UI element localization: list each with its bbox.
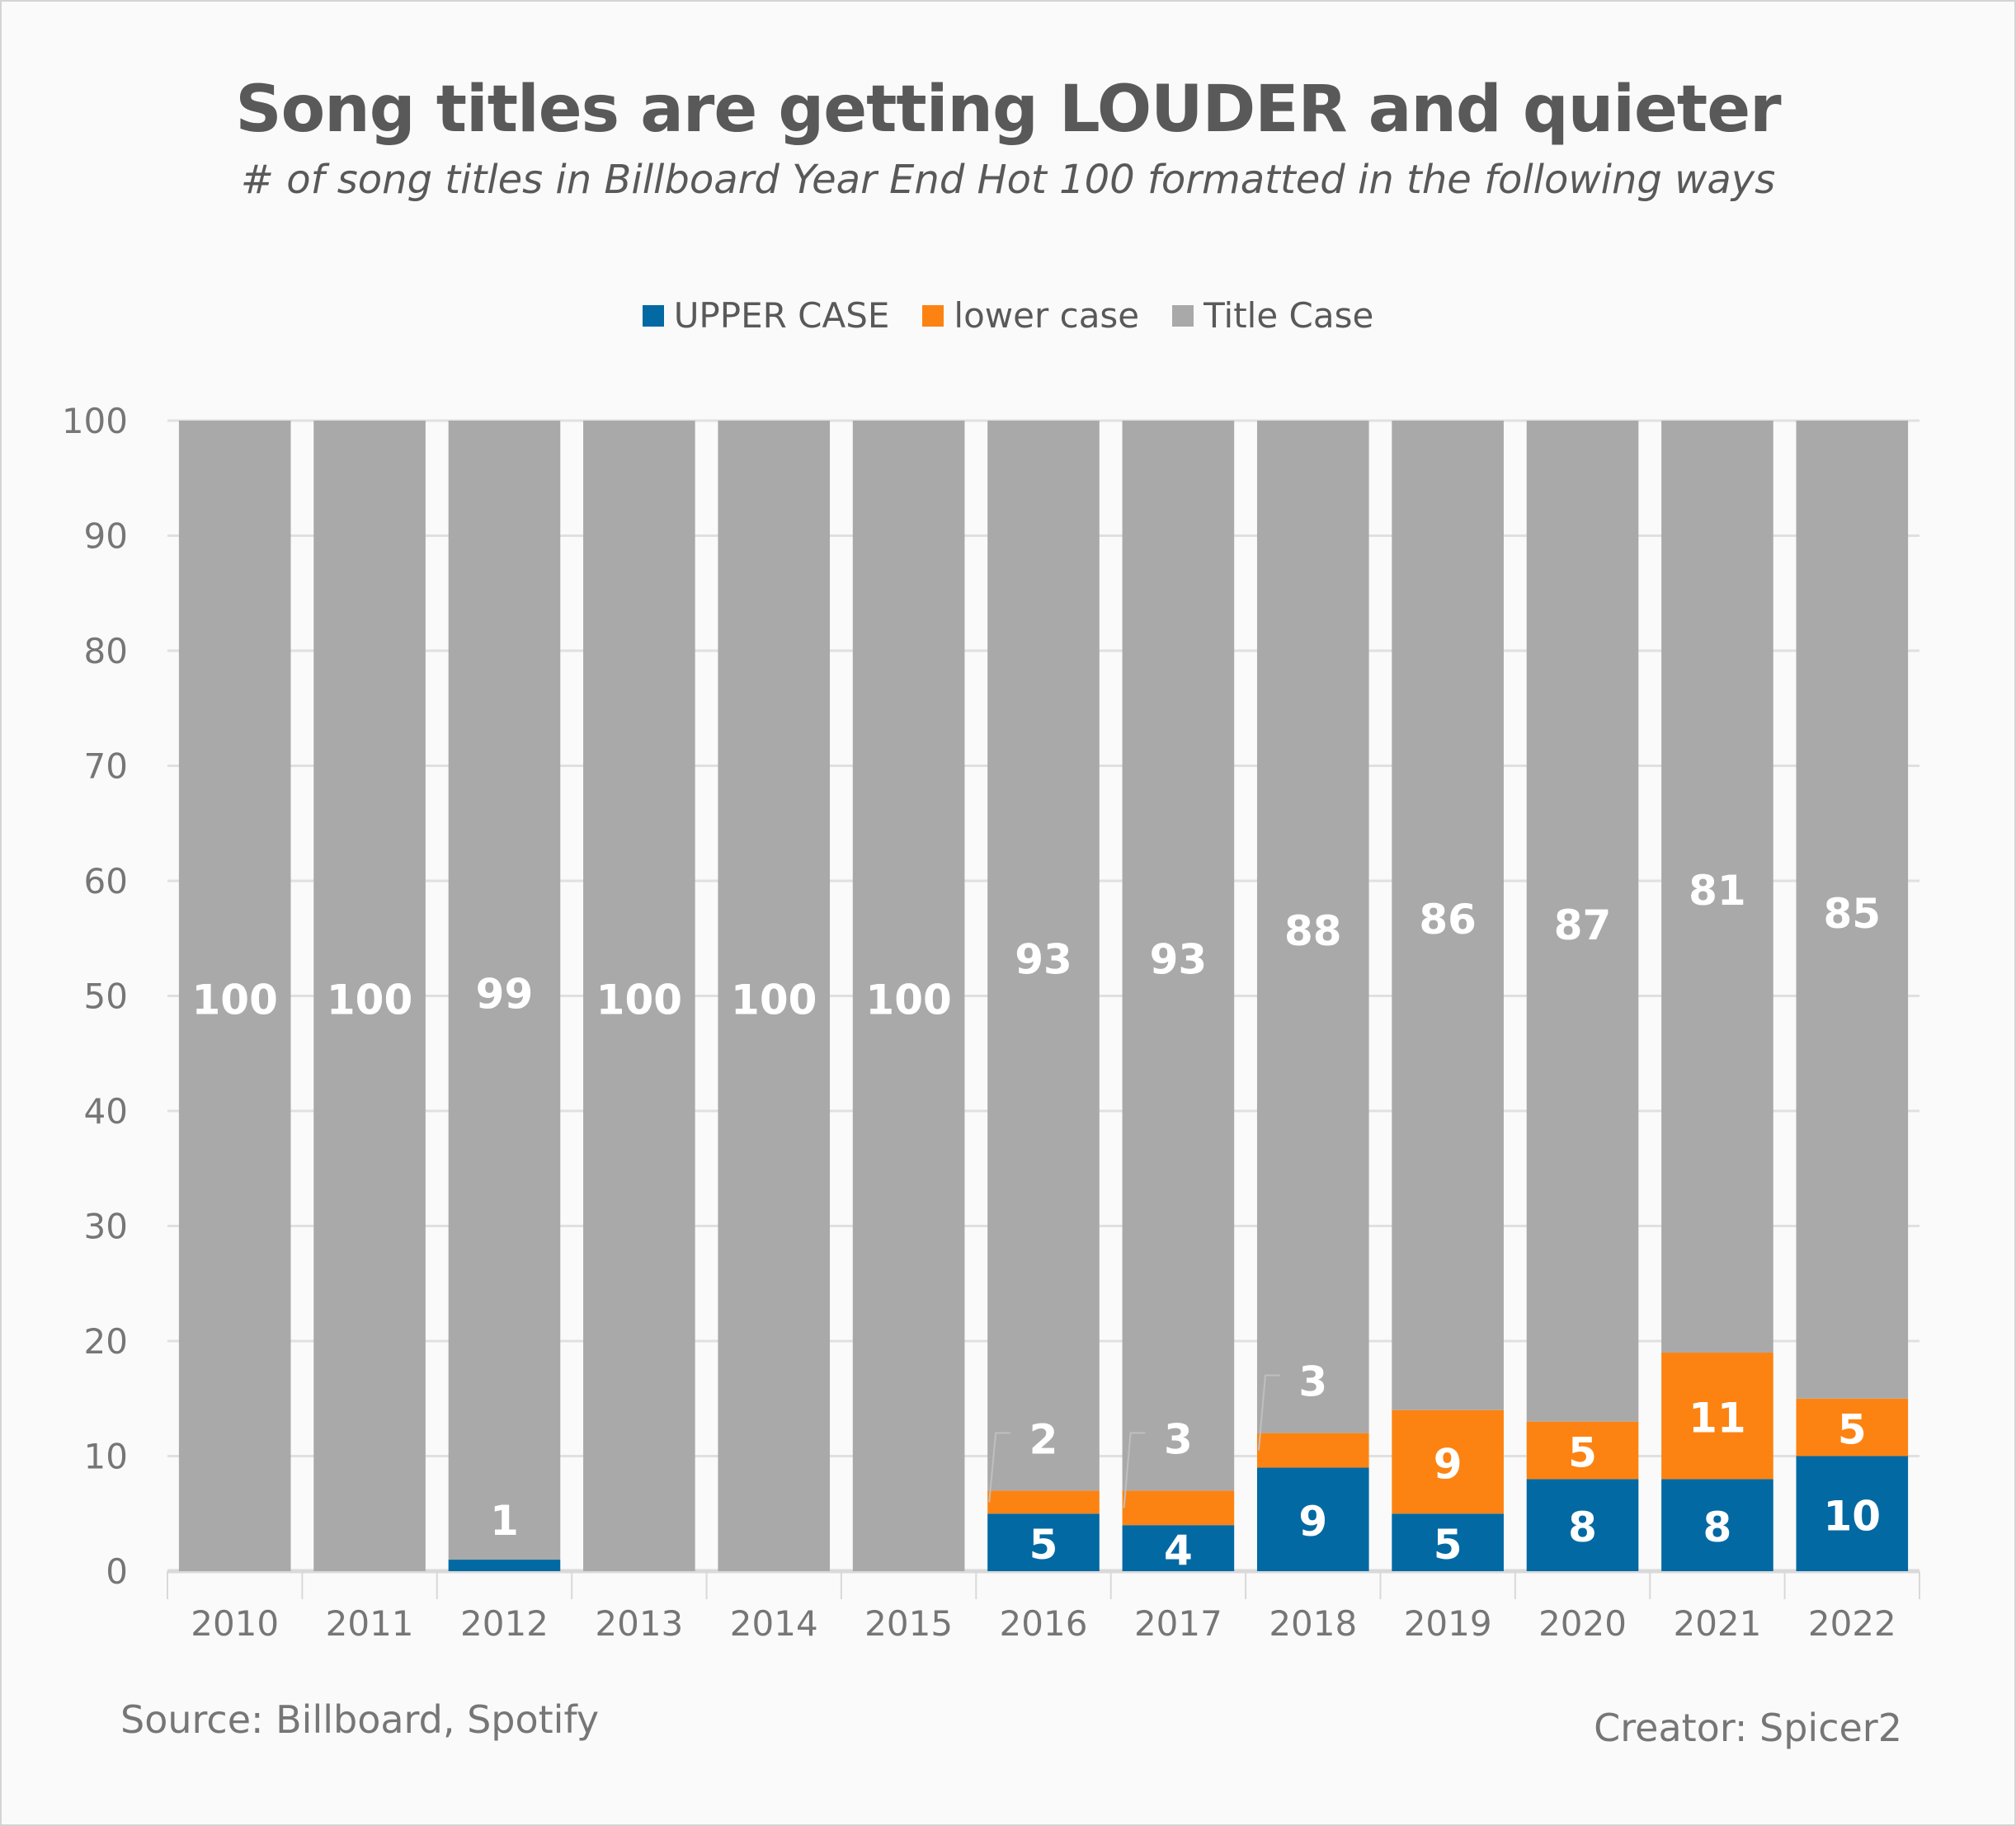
bar-lower-case	[1256, 1433, 1369, 1468]
legend-label: lower case	[954, 295, 1140, 336]
legend-item-lower-case: lower case	[922, 295, 1139, 336]
bar-upper-case	[987, 1513, 1100, 1571]
chart-title: Song titles are getting LOUDER and quiet…	[235, 73, 1781, 147]
legend-label: UPPER CASE	[673, 295, 890, 336]
label-upper-case: 5	[1029, 1521, 1058, 1569]
label-lower-case: 11	[1689, 1395, 1746, 1442]
bar-upper-case	[1256, 1467, 1369, 1571]
label-upper-case: 8	[1568, 1504, 1597, 1551]
source-note: Source: Billboard, Spotify	[120, 1697, 600, 1742]
x-tick-label: 2018	[1269, 1603, 1357, 1644]
bar-upper-case	[1122, 1525, 1235, 1571]
label-title-case: 99	[476, 971, 534, 1019]
bar-lower-case	[987, 1490, 1100, 1514]
x-tick-label: 2012	[460, 1603, 549, 1644]
label-lower-case: 2	[1029, 1415, 1058, 1463]
x-tick-label: 2010	[191, 1603, 279, 1644]
y-tick-label: 70	[84, 746, 128, 787]
bar-lower-case	[1526, 1421, 1639, 1480]
x-tick-label: 2015	[864, 1603, 953, 1644]
y-tick-label: 90	[84, 516, 128, 557]
bar-title-case	[1256, 421, 1369, 1433]
label-title-case: 100	[731, 977, 817, 1024]
y-tick-label: 80	[84, 631, 128, 671]
label-upper-case: 9	[1298, 1498, 1327, 1546]
bar-upper-case	[1796, 1456, 1909, 1571]
bar-upper-case	[1392, 1513, 1504, 1571]
x-tick-label: 2019	[1404, 1603, 1492, 1644]
legend-label: Title Case	[1203, 295, 1374, 336]
bar-upper-case	[448, 1560, 561, 1571]
x-tick-label: 2014	[730, 1603, 818, 1644]
bar-lower-case	[1122, 1490, 1235, 1526]
bar-title-case	[718, 421, 831, 1571]
label-upper-case: 10	[1824, 1492, 1882, 1540]
bar-lower-case	[1392, 1410, 1504, 1514]
x-tick-label: 2020	[1538, 1603, 1627, 1644]
legend-item-upper-case: UPPER CASE	[642, 295, 890, 336]
label-leader-line	[1123, 1432, 1146, 1508]
legend-swatch-upper-case	[642, 304, 664, 327]
label-upper-case: 5	[1434, 1521, 1463, 1569]
label-title-case: 88	[1284, 907, 1342, 955]
bar-title-case	[178, 421, 291, 1571]
bar-title-case	[1661, 421, 1773, 1353]
bar-title-case	[313, 421, 426, 1571]
x-tick-label: 2017	[1134, 1603, 1222, 1644]
label-title-case: 100	[596, 977, 682, 1024]
x-tick-label: 2016	[1000, 1603, 1088, 1644]
label-upper-case: 1	[490, 1497, 519, 1545]
y-tick-label: 50	[84, 977, 128, 1017]
bar-upper-case	[1661, 1479, 1773, 1571]
label-title-case: 100	[192, 977, 278, 1024]
x-tick-label: 2011	[326, 1603, 414, 1644]
bar-title-case	[852, 421, 965, 1571]
label-lower-case: 5	[1838, 1406, 1867, 1454]
bar-lower-case	[1796, 1398, 1909, 1457]
label-title-case: 100	[865, 977, 951, 1024]
legend-swatch-lower-case	[922, 304, 944, 327]
label-title-case: 85	[1824, 890, 1882, 938]
label-title-case: 86	[1419, 896, 1477, 944]
x-tick-label: 2013	[595, 1603, 683, 1644]
y-tick-label: 30	[84, 1207, 128, 1247]
label-lower-case: 3	[1298, 1358, 1327, 1406]
x-tick-label: 2022	[1808, 1603, 1896, 1644]
label-title-case: 93	[1015, 936, 1072, 984]
bar-title-case	[987, 421, 1100, 1491]
bar-title-case	[1392, 421, 1504, 1410]
y-tick-label: 0	[106, 1551, 128, 1592]
label-title-case: 100	[327, 977, 412, 1024]
y-tick-label: 20	[84, 1321, 128, 1362]
label-lower-case: 9	[1434, 1440, 1463, 1488]
bar-title-case	[583, 421, 695, 1571]
label-title-case: 93	[1150, 936, 1208, 984]
label-lower-case: 3	[1164, 1415, 1193, 1463]
chart-subtitle: # of song titles in Billboard Year End H…	[240, 157, 1776, 203]
x-tick-label: 2021	[1673, 1603, 1761, 1644]
legend-swatch-title-case	[1172, 304, 1194, 327]
label-lower-case: 5	[1568, 1429, 1597, 1477]
label-upper-case: 4	[1164, 1527, 1193, 1574]
bar-upper-case	[1526, 1479, 1639, 1571]
bar-title-case	[448, 421, 561, 1560]
label-title-case: 87	[1554, 901, 1612, 949]
bar-title-case	[1796, 421, 1909, 1399]
y-tick-label: 40	[84, 1091, 128, 1132]
label-title-case: 81	[1689, 867, 1746, 915]
y-tick-label: 100	[62, 401, 128, 441]
bar-title-case	[1122, 421, 1235, 1491]
bar-title-case	[1526, 421, 1639, 1422]
bar-lower-case	[1661, 1352, 1773, 1480]
y-tick-label: 60	[84, 861, 128, 901]
y-tick-label: 10	[84, 1437, 128, 1477]
creator-note: Creator: Spicer2	[1594, 1706, 1902, 1750]
label-leader-line	[988, 1432, 1010, 1503]
label-leader-line	[1257, 1374, 1280, 1451]
legend: UPPER CASE lower case Title Case	[0, 295, 2016, 336]
label-upper-case: 8	[1703, 1504, 1732, 1551]
legend-item-title-case: Title Case	[1172, 295, 1373, 336]
